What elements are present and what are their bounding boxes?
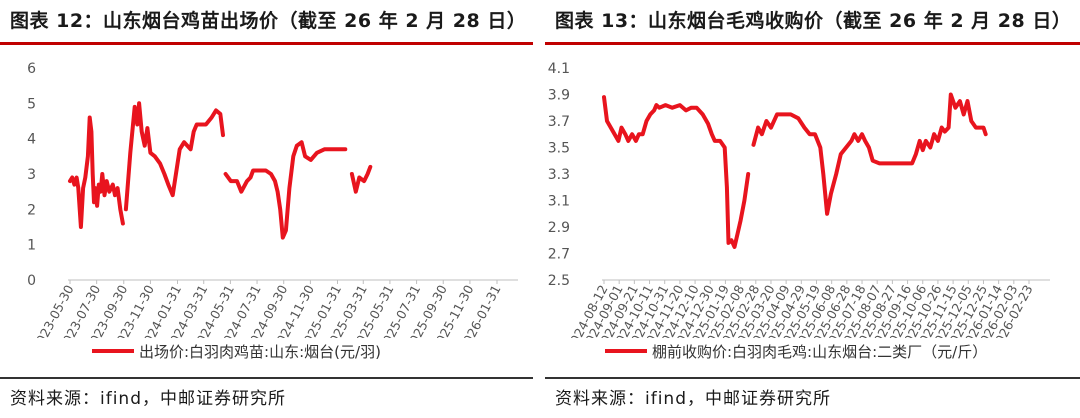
source-note: 资料来源：ifind，中邮证券研究所	[555, 389, 831, 409]
y-tick-label: 2.9	[548, 220, 570, 236]
y-tick-label: 2	[27, 202, 36, 218]
chart-plot-broiler-price: 2.52.72.93.13.33.53.73.94.12024-08-12202…	[548, 61, 1050, 338]
series-line	[123, 101, 225, 212]
chart-panel-chick-price: 图表 12：山东烟台鸡苗出场价（截至 26 年 2 月 28 日） 0 1 2 3 4 5…	[0, 0, 533, 418]
y-tick-label: 3.9	[548, 88, 570, 104]
legend-swatch	[92, 349, 134, 353]
source-divider	[545, 377, 1080, 379]
series-line	[68, 115, 125, 229]
y-tick-label: 3.3	[548, 167, 570, 183]
title-underline	[0, 42, 533, 45]
chart-panel-broiler-price: 图表 13：山东烟台毛鸡收购价（截至 26 年 2 月 28 日） 2.5 2.7…	[545, 0, 1080, 418]
y-tick-label: 3.1	[548, 194, 570, 210]
y-tick-label: 0	[27, 273, 36, 289]
series-line	[223, 140, 348, 240]
y-tick-label: 3.5	[548, 141, 570, 157]
series-line	[349, 164, 373, 194]
y-tick-label: 4	[27, 132, 36, 148]
y-tick-label: 3.7	[548, 114, 570, 130]
y-tick-label: 5	[27, 96, 36, 112]
chart-legend: 出场价:白羽肉鸡苗:山东:烟台(元/羽)	[92, 340, 381, 362]
y-tick-label: 2.5	[548, 273, 570, 289]
series-line	[602, 95, 751, 249]
chart-plot-chick-price: 01234562023-05-302023-07-302023-09-30202…	[27, 61, 518, 338]
y-tick-label: 4.1	[548, 61, 570, 77]
legend-label: 棚前收购价:白羽肉毛鸡:山东烟台:二类厂（元/斤）	[652, 342, 988, 361]
chart-title: 图表 12：山东烟台鸡苗出场价（截至 26 年 2 月 28 日）	[10, 10, 527, 32]
y-tick-label: 2.7	[548, 247, 570, 263]
y-tick-label: 3	[27, 167, 36, 183]
chart-legend: 棚前收购价:白羽肉毛鸡:山东烟台:二类厂（元/斤）	[605, 340, 987, 362]
y-tick-label: 6	[27, 61, 36, 77]
legend-label: 出场价:白羽肉鸡苗:山东:烟台(元/羽)	[139, 342, 381, 361]
y-tick-label: 1	[27, 238, 36, 254]
series-line	[751, 92, 988, 216]
source-note: 资料来源：ifind，中邮证券研究所	[10, 389, 286, 409]
source-divider	[0, 377, 533, 379]
legend-swatch	[605, 349, 647, 353]
title-underline	[545, 42, 1080, 45]
chart-title: 图表 13：山东烟台毛鸡收购价（截至 26 年 2 月 28 日）	[555, 10, 1072, 32]
